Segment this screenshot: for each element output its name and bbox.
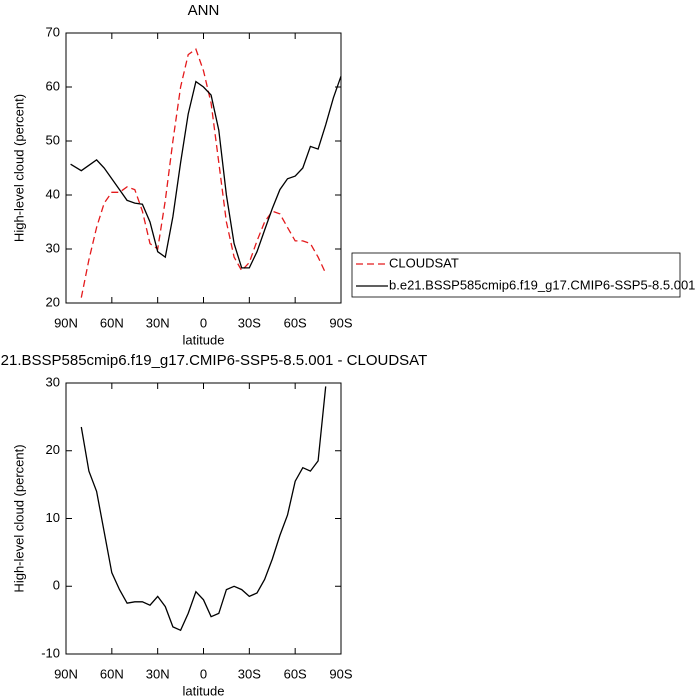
y-axis-label: High-level cloud (percent) [11,444,26,592]
chart-title: ANN [188,2,220,19]
plot: b.e21.BSSP585cmip6.f19_g17.CMIP6-SSP5-8.… [0,352,427,698]
y-tick-label: 0 [53,578,60,593]
x-axis-label: latitude [183,683,225,698]
x-tick-label: 30N [146,666,170,681]
plot-frame [65,382,342,655]
y-axis-label: High-level cloud (percent) [11,94,26,242]
x-axis-label: latitude [183,332,225,347]
y-tick-label: 20 [46,442,60,457]
y-tick-label: 70 [46,24,60,39]
legend: CLOUDSAT b.e21.BSSP585cmip6.f19_g17.CMIP6… [351,252,695,298]
y-tick-label: 40 [46,186,60,201]
x-tick-label: 30S [238,315,261,330]
x-tick-label: 60N [100,666,124,681]
legend-box [351,252,681,298]
y-tick-label: 10 [46,510,60,525]
x-tick-label: 60N [100,315,124,330]
y-tick-label: 60 [46,78,60,93]
series-line [80,386,327,632]
x-tick-label: 60S [284,666,307,681]
x-tick-label: 0 [200,315,207,330]
x-tick-label: 90S [329,666,352,681]
series-line [80,48,327,298]
x-tick-label: 30N [146,315,170,330]
x-tick-label: 0 [200,666,207,681]
x-tick-label: 90N [54,666,78,681]
y-tick-label: 20 [46,294,60,309]
y-tick-label: 30 [46,374,60,389]
y-tick-label: -10 [41,645,60,660]
legend-label: b.e21.BSSP585cmip6.f19_g17.CMIP6-SSP5-8.… [389,277,695,292]
x-tick-label: 60S [284,315,307,330]
plot: ANN latitude High-level cloud (percent) 90N… [11,2,352,347]
x-tick-label: 90N [54,315,78,330]
plot-frame [65,32,342,304]
y-tick-label: 30 [46,240,60,255]
x-tick-label: 30S [238,666,261,681]
x-tick-label: 90S [329,315,352,330]
legend-label: CLOUDSAT [389,255,459,270]
chart-title: b.e21.BSSP585cmip6.f19_g17.CMIP6-SSP5-8.… [0,352,427,369]
series-line [70,75,342,269]
y-tick-label: 50 [46,132,60,147]
